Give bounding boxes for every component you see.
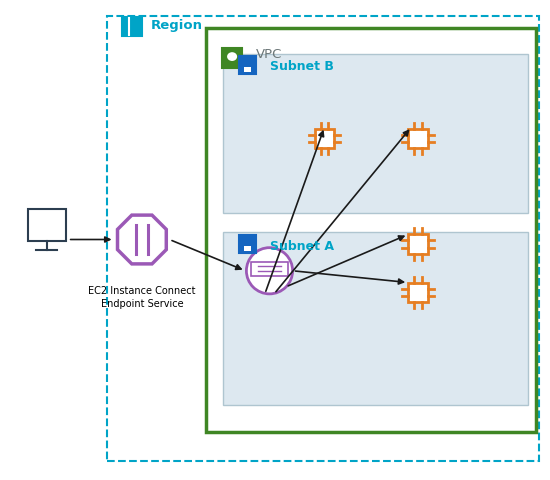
Bar <box>122 17 142 37</box>
Bar <box>223 233 528 406</box>
Text: VPC: VPC <box>256 48 282 61</box>
Ellipse shape <box>246 248 293 294</box>
Bar <box>408 129 428 149</box>
Text: Region: Region <box>151 19 204 32</box>
Text: EC2 Instance Connect
Endpoint Service: EC2 Instance Connect Endpoint Service <box>88 286 196 309</box>
Bar <box>251 263 288 276</box>
Bar <box>32 214 62 238</box>
Text: Subnet B: Subnet B <box>270 60 333 73</box>
Bar <box>223 55 528 214</box>
Bar <box>244 68 251 72</box>
Bar <box>239 236 256 254</box>
Circle shape <box>227 53 237 62</box>
Bar <box>222 48 242 69</box>
Text: Subnet A: Subnet A <box>270 239 333 252</box>
Bar <box>408 235 428 255</box>
Bar <box>28 210 66 242</box>
Bar <box>239 57 256 75</box>
Polygon shape <box>118 216 166 264</box>
Bar <box>206 29 536 432</box>
Bar <box>244 246 251 251</box>
Bar <box>315 129 334 149</box>
Bar <box>107 17 539 461</box>
Bar <box>408 283 428 303</box>
